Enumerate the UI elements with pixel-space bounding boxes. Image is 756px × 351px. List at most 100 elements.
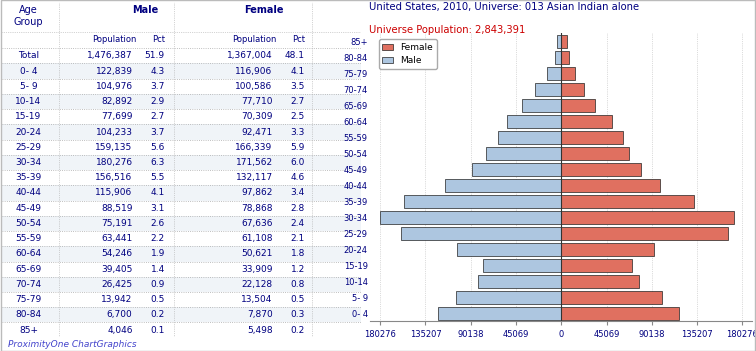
Bar (2, 155, 361, 170)
Text: 2.8: 2.8 (291, 204, 305, 213)
Text: 171,562: 171,562 (236, 158, 273, 167)
Text: 65-69: 65-69 (15, 265, 42, 274)
Text: 63,441: 63,441 (101, 234, 132, 243)
Text: 67,636: 67,636 (241, 219, 273, 228)
Bar (478, 274, 561, 288)
Text: 2.5: 2.5 (291, 112, 305, 121)
Text: 3.4: 3.4 (291, 188, 305, 198)
Text: 97,862: 97,862 (241, 188, 273, 198)
Bar (2, 124, 361, 140)
Text: 77,710: 77,710 (241, 97, 273, 106)
Text: 6.0: 6.0 (290, 158, 305, 167)
Text: 3.3: 3.3 (290, 127, 305, 137)
Text: 4,046: 4,046 (107, 326, 132, 335)
Bar (555, 51, 561, 64)
Bar (561, 35, 567, 48)
Text: 159,135: 159,135 (95, 143, 132, 152)
Bar (561, 211, 733, 224)
Bar (561, 83, 584, 96)
Text: 1.4: 1.4 (150, 265, 165, 274)
Text: 2.2: 2.2 (150, 234, 165, 243)
Bar (557, 35, 561, 48)
Text: 50,621: 50,621 (241, 250, 273, 258)
Text: 85+: 85+ (19, 326, 38, 335)
Bar (2, 277, 361, 292)
Text: 122,839: 122,839 (95, 67, 132, 75)
Bar (438, 307, 561, 320)
Text: 0.9: 0.9 (150, 280, 165, 289)
Bar (547, 67, 561, 80)
Bar (561, 307, 679, 320)
Text: 45-49: 45-49 (15, 204, 42, 213)
Text: 75-79: 75-79 (15, 295, 42, 304)
Bar (2, 246, 361, 261)
Text: 166,339: 166,339 (235, 143, 273, 152)
Bar (2, 64, 361, 79)
Text: 0.5: 0.5 (290, 295, 305, 304)
Text: 3.1: 3.1 (150, 204, 165, 213)
Bar (2, 94, 361, 109)
Bar (561, 259, 632, 272)
Text: 0.5: 0.5 (150, 295, 165, 304)
Text: 80-84: 80-84 (15, 310, 42, 319)
Bar (472, 163, 561, 176)
Text: 0.1: 0.1 (150, 326, 165, 335)
Text: 88,519: 88,519 (101, 204, 132, 213)
Text: 30-34: 30-34 (15, 158, 42, 167)
Text: 4.1: 4.1 (150, 188, 165, 198)
Text: 7,870: 7,870 (247, 310, 273, 319)
Bar (561, 147, 629, 160)
Bar (483, 259, 561, 272)
Bar (561, 179, 660, 192)
Text: 10-14: 10-14 (15, 97, 42, 106)
Text: 25-29: 25-29 (15, 143, 42, 152)
Bar (561, 51, 569, 64)
Bar (445, 179, 561, 192)
Text: 5.9: 5.9 (290, 143, 305, 152)
Text: 61,108: 61,108 (241, 234, 273, 243)
Text: 35-39: 35-39 (15, 173, 42, 182)
Bar (2, 216, 361, 231)
Bar (507, 115, 561, 128)
Text: 70-74: 70-74 (15, 280, 42, 289)
Text: Pct: Pct (292, 35, 305, 44)
Text: 2.1: 2.1 (291, 234, 305, 243)
Bar (404, 195, 561, 208)
Bar (561, 131, 623, 144)
Text: 48.1: 48.1 (285, 51, 305, 60)
Text: 4.1: 4.1 (291, 67, 305, 75)
Bar (401, 227, 561, 240)
Text: 54,246: 54,246 (101, 250, 132, 258)
Bar (561, 163, 640, 176)
Text: 78,868: 78,868 (241, 204, 273, 213)
Bar (561, 243, 654, 256)
Text: 1.9: 1.9 (150, 250, 165, 258)
Text: 116,906: 116,906 (235, 67, 273, 75)
Text: 82,892: 82,892 (101, 97, 132, 106)
Text: Population: Population (233, 35, 277, 44)
Text: 92,471: 92,471 (241, 127, 273, 137)
Text: 20-24: 20-24 (16, 127, 42, 137)
Text: 0.3: 0.3 (290, 310, 305, 319)
Text: 70,309: 70,309 (241, 112, 273, 121)
Text: 100,586: 100,586 (235, 82, 273, 91)
Text: 2.7: 2.7 (291, 97, 305, 106)
Text: 22,128: 22,128 (241, 280, 273, 289)
Text: Age: Age (19, 5, 38, 15)
Bar (2, 185, 361, 200)
Bar (457, 243, 561, 256)
Text: 13,942: 13,942 (101, 295, 132, 304)
Text: 0.8: 0.8 (290, 280, 305, 289)
Bar (561, 115, 612, 128)
Text: 2.4: 2.4 (291, 219, 305, 228)
Text: 3.7: 3.7 (150, 82, 165, 91)
Bar (486, 147, 561, 160)
Bar (2, 307, 361, 323)
Text: 104,233: 104,233 (95, 127, 132, 137)
Text: 39,405: 39,405 (101, 265, 132, 274)
Text: ProximityOne ChartGraphics: ProximityOne ChartGraphics (8, 340, 136, 349)
Text: Female: Female (244, 5, 284, 15)
Text: 0- 4: 0- 4 (20, 67, 37, 75)
Text: 15-19: 15-19 (15, 112, 42, 121)
Text: 40-44: 40-44 (16, 188, 42, 198)
